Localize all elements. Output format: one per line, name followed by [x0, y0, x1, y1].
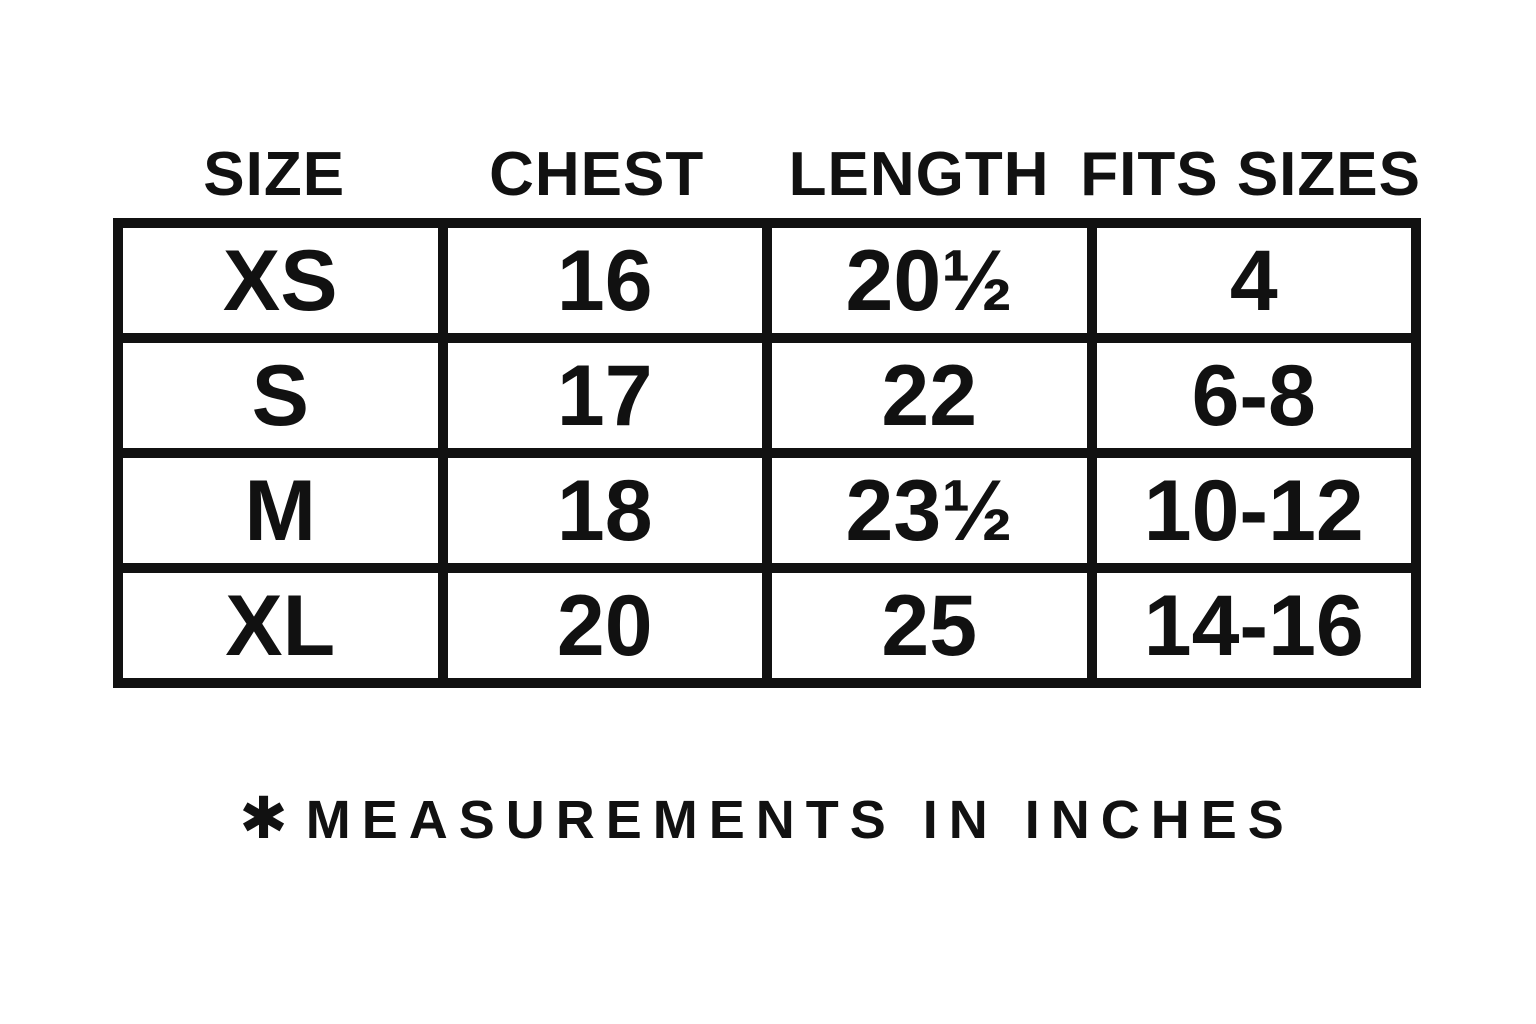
table-cell-xl-size: XL [123, 573, 438, 678]
footnote-text: MEASUREMENTS IN INCHES [305, 790, 1295, 850]
asterisk-icon: ✱ [239, 786, 288, 851]
table-cell-m-size: M [123, 458, 438, 563]
table-cell-xl-fits: 14-16 [1096, 573, 1411, 678]
table-cell-m-length: 23½ [772, 458, 1087, 563]
table-cell-xs-fits: 4 [1096, 228, 1411, 333]
table-cell-s-length: 22 [772, 343, 1087, 448]
table-cell-m-fits: 10-12 [1096, 458, 1411, 563]
column-header-fits-sizes: FITS SIZES [1080, 140, 1421, 209]
table-cell-xs-length: 20½ [772, 228, 1087, 333]
column-header-length: LENGTH [788, 140, 1050, 209]
footnote: ✱ MEASUREMENTS IN INCHES [113, 784, 1421, 852]
table-cell-xl-chest: 20 [447, 573, 762, 678]
table-cell-s-fits: 6-8 [1096, 343, 1411, 448]
table-cell-xs-size: XS [123, 228, 438, 333]
column-header-chest: CHEST [489, 140, 705, 209]
table-cell-xl-length: 25 [772, 573, 1087, 678]
table-cell-xs-chest: 16 [447, 228, 762, 333]
column-header-size: SIZE [203, 140, 346, 209]
table-cell-m-chest: 18 [447, 458, 762, 563]
size-table: XS 16 20½ 4 S 17 22 6-8 M 18 23½ 10-12 X… [113, 218, 1421, 688]
table-cell-s-size: S [123, 343, 438, 448]
table-cell-s-chest: 17 [447, 343, 762, 448]
size-chart: SIZE CHEST LENGTH FITS SIZES XS 16 20½ 4… [113, 128, 1421, 852]
header-row: SIZE CHEST LENGTH FITS SIZES [113, 128, 1421, 206]
